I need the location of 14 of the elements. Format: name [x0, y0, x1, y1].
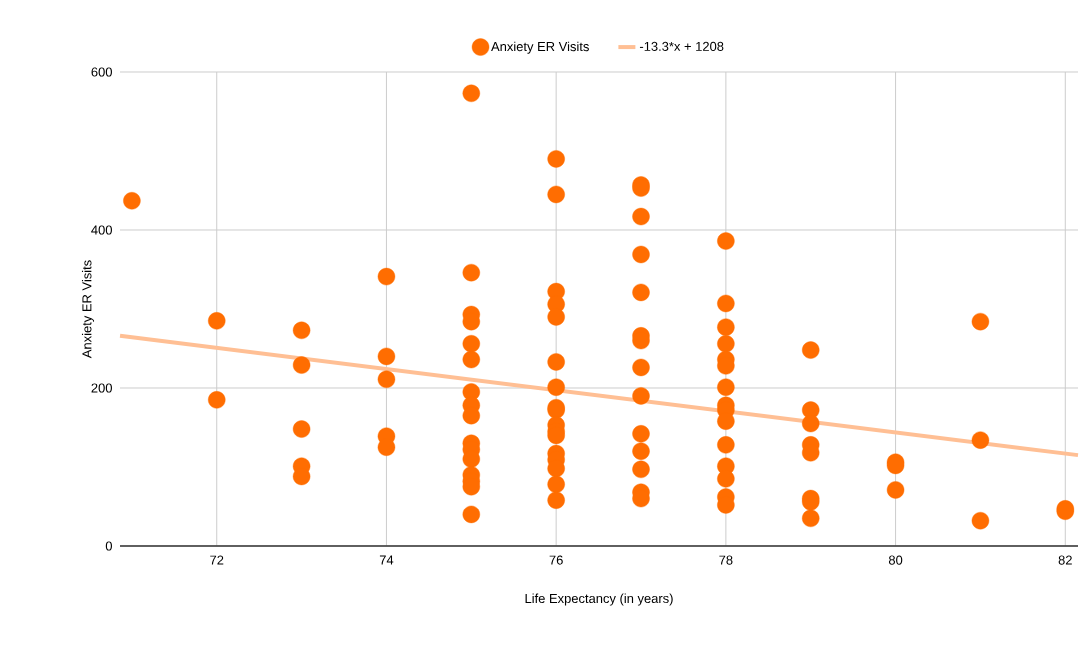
x-tick-label: 72 — [210, 555, 224, 565]
y-tick-label: 600 — [91, 67, 112, 77]
y-tick-label: 400 — [91, 225, 112, 235]
x-tick-label: 82 — [1058, 555, 1072, 565]
y-tick-label: 0 — [105, 541, 112, 551]
y-axis-title: Anxiety ER Visits — [81, 260, 95, 359]
x-tick-label: 80 — [888, 555, 903, 565]
x-tick-label: 74 — [379, 555, 394, 565]
legend-label: Anxiety ER Visits — [491, 41, 589, 54]
x-tick-label: 76 — [549, 555, 563, 565]
x-axis-title: Life Expectancy (in years) — [525, 593, 673, 606]
legend-label: -13.3*x + 1208 — [639, 41, 724, 51]
y-tick-label: 200 — [91, 383, 112, 393]
x-tick-label: 78 — [719, 555, 733, 565]
